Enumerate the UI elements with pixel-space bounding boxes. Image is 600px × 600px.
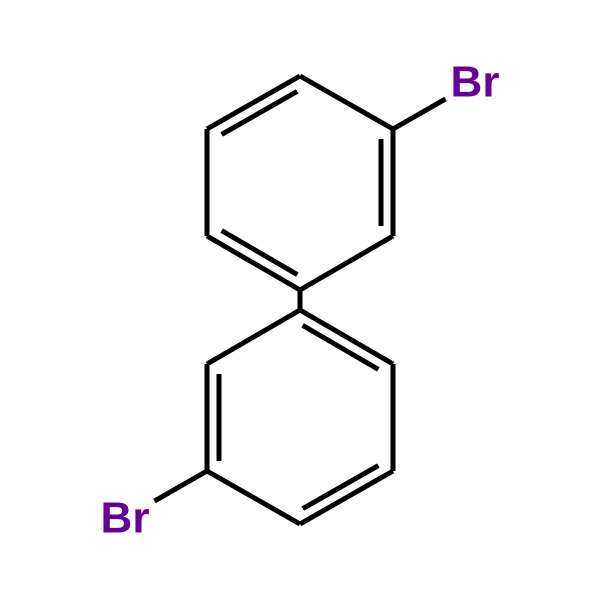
bond-12	[207, 310, 300, 364]
bond-0	[207, 236, 300, 290]
atom-label-br-0: Br	[451, 58, 500, 107]
bond-7	[300, 310, 393, 364]
molecule-diagram: Br Br	[0, 0, 600, 600]
bond-layer	[154, 76, 445, 524]
bond-9	[300, 471, 393, 524]
bond-2	[207, 76, 300, 129]
atom-label-br-1: Br	[101, 494, 150, 543]
bond-10	[207, 471, 300, 524]
bond-5	[300, 236, 393, 290]
bond-13	[393, 99, 446, 129]
bond-14	[154, 471, 207, 501]
bond-3	[300, 76, 393, 129]
